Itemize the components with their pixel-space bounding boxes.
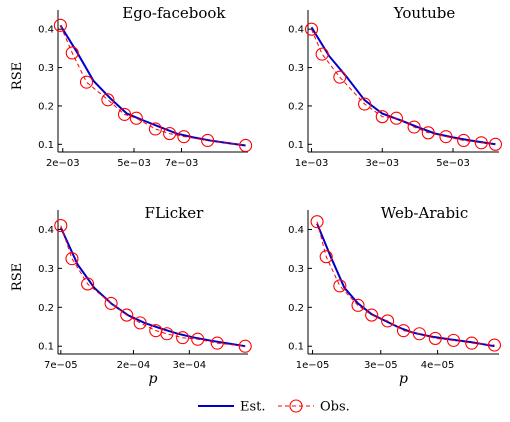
obs-point xyxy=(81,76,93,88)
panel-1: 0.1 0.2 0.3 0.4 2e−03 5e−03 7e−03 Ego-facebook R… xyxy=(10,4,252,169)
x-tick-label: 3e−05 xyxy=(364,360,398,371)
y-axis-label: RSE xyxy=(10,263,25,291)
panel-title: Youtube xyxy=(393,4,456,22)
est-line xyxy=(61,228,245,347)
obs-line xyxy=(60,25,245,145)
panel-3: 0.1 0.2 0.3 0.4 7e−05 2e−04 3e−04 FLicker RSE p xyxy=(10,204,251,387)
x-tick-label: 1e−03 xyxy=(295,158,329,169)
obs-line xyxy=(317,222,494,345)
y-tick-label: 0.4 xyxy=(38,25,54,36)
y-tick-label: 0.1 xyxy=(38,140,54,151)
obs-point xyxy=(352,299,364,311)
y-tick-label: 0.4 xyxy=(288,225,304,236)
x-tick-label: 5e−03 xyxy=(117,158,151,169)
x-axis-label: p xyxy=(399,371,408,387)
obs-line xyxy=(312,29,496,144)
y-tick-label: 0.1 xyxy=(288,342,304,353)
x-tick-label: 3e−04 xyxy=(173,360,207,371)
panel-2: 0.1 0.2 0.3 0.4 1e−03 3e−03 5e−03 Youtube xyxy=(288,4,501,169)
y-tick-label: 0.1 xyxy=(288,140,304,151)
x-tick-label: 5e−03 xyxy=(436,158,470,169)
x-tick-label: 4e−05 xyxy=(421,360,455,371)
y-axis-label: RSE xyxy=(10,62,25,90)
x-tick-label: 7e−03 xyxy=(165,158,199,169)
panel-title: FLicker xyxy=(145,204,205,222)
y-tick-label: 0.4 xyxy=(288,25,304,36)
y-tick-label: 0.2 xyxy=(288,101,304,112)
est-line xyxy=(312,27,496,144)
legend-est-label: Est. xyxy=(240,400,266,415)
y-tick-label: 0.3 xyxy=(288,63,304,74)
x-tick-label: 3e−03 xyxy=(365,158,399,169)
y-tick-label: 0.2 xyxy=(38,303,54,314)
legend: Est. Obs. xyxy=(198,400,350,415)
y-tick-label: 0.3 xyxy=(38,264,54,275)
obs-line xyxy=(61,226,245,347)
panel-title: Web-Arabic xyxy=(381,204,469,222)
x-tick-label: 2e−04 xyxy=(117,360,151,371)
panel-title: Ego-facebook xyxy=(122,4,226,22)
x-tick-label: 2e−03 xyxy=(46,158,80,169)
y-tick-label: 0.1 xyxy=(38,342,54,353)
y-tick-label: 0.2 xyxy=(288,303,304,314)
x-tick-label: 7e−05 xyxy=(44,360,78,371)
obs-point xyxy=(316,48,328,60)
y-tick-label: 0.4 xyxy=(38,225,54,236)
y-tick-label: 0.3 xyxy=(288,264,304,275)
legend-obs-label: Obs. xyxy=(320,400,350,415)
y-tick-label: 0.3 xyxy=(38,63,54,74)
est-line xyxy=(317,224,494,347)
y-tick-label: 0.2 xyxy=(38,101,54,112)
x-axis-label: p xyxy=(149,371,158,387)
x-tick-label: 1e−05 xyxy=(296,360,330,371)
panel-4: 0.1 0.2 0.3 0.4 1e−05 3e−05 4e−05 Web-Arabic p xyxy=(288,204,500,387)
